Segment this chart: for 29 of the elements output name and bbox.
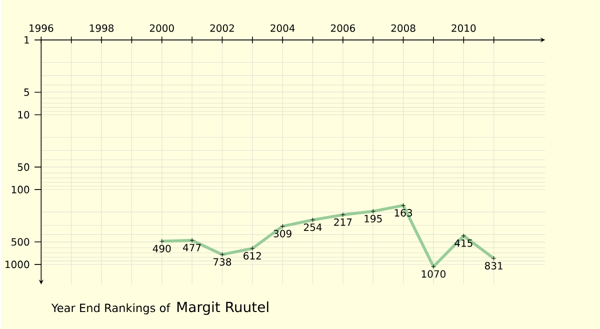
text: Year End Rankings of [51, 303, 170, 314]
data-label: 415 [454, 239, 472, 247]
x-tick-label: 1996 [30, 24, 54, 32]
data-label: 490 [152, 244, 171, 252]
data-label: 254 [304, 223, 322, 231]
text: Margit Ruutel [177, 301, 268, 315]
x-tick-label: 2002 [210, 24, 234, 32]
data-label: 612 [244, 252, 261, 260]
y-tick-label: 50 [18, 163, 30, 171]
y-tick-label: 1 [24, 36, 29, 44]
x-tick-label: 1998 [90, 24, 114, 32]
data-label: 217 [334, 218, 352, 226]
x-tick-label: 2010 [452, 24, 476, 32]
data-label: 195 [364, 214, 382, 222]
data-label: 738 [214, 258, 232, 266]
data-label: 831 [484, 262, 502, 270]
y-tick-label: 5 [24, 88, 29, 96]
data-label: 477 [183, 244, 201, 252]
x-tick-label: 2000 [150, 24, 174, 32]
y-tick-label: 100 [12, 186, 30, 194]
y-tick-label: 1000 [6, 260, 30, 268]
y-tick-label: 10 [18, 110, 30, 118]
y-tick-label: 500 [12, 238, 30, 246]
data-label: 163 [394, 208, 412, 216]
x-tick-label: 2008 [391, 24, 416, 32]
data-label: 1070 [422, 270, 446, 278]
x-tick-label: 2004 [270, 24, 295, 32]
data-label: 309 [274, 230, 292, 238]
x-tick-label: 2006 [330, 24, 355, 32]
